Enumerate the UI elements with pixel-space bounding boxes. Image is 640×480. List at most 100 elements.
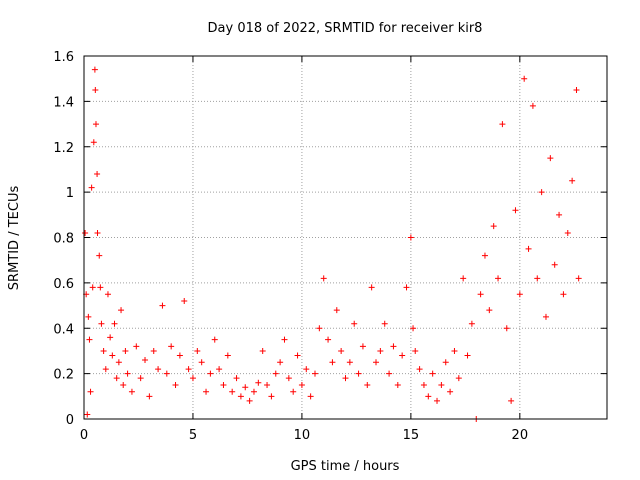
y-tick-label: 0.4 <box>53 322 74 337</box>
data-point <box>97 284 104 291</box>
data-point <box>521 75 528 82</box>
data-point <box>98 320 105 327</box>
data-point <box>333 307 340 314</box>
data-point <box>420 381 427 388</box>
data-point <box>564 229 571 236</box>
data-point <box>113 375 120 382</box>
data-point <box>82 229 89 236</box>
data-point <box>84 411 91 418</box>
data-point <box>486 307 493 314</box>
data-point <box>124 370 131 377</box>
data-point <box>176 352 183 359</box>
data-point <box>490 223 497 230</box>
data-point <box>547 155 554 162</box>
data-point <box>120 381 127 388</box>
data-point <box>224 352 231 359</box>
data-point <box>569 177 576 184</box>
data-point <box>407 234 414 241</box>
data-point <box>311 370 318 377</box>
data-point <box>403 284 410 291</box>
data-point <box>87 388 94 395</box>
data-point <box>89 284 96 291</box>
data-point <box>298 381 305 388</box>
data-point <box>207 370 214 377</box>
data-point <box>268 393 275 400</box>
data-point <box>512 207 519 214</box>
data-point <box>412 347 419 354</box>
data-point <box>359 343 366 350</box>
data-point <box>150 347 157 354</box>
data-point <box>246 397 253 404</box>
data-point <box>91 66 98 73</box>
data-point <box>133 343 140 350</box>
data-point <box>88 184 95 191</box>
data-point <box>118 307 125 314</box>
x-tick-label: 20 <box>512 428 529 443</box>
data-point <box>464 352 471 359</box>
data-point <box>250 388 257 395</box>
y-tick-label: 1.2 <box>53 141 74 156</box>
data-point <box>90 139 97 146</box>
data-point <box>551 261 558 268</box>
data-point <box>281 336 288 343</box>
data-point <box>516 291 523 298</box>
x-tick-label: 0 <box>80 428 88 443</box>
data-point <box>109 352 116 359</box>
data-point <box>211 336 218 343</box>
data-point <box>560 291 567 298</box>
data-point <box>303 366 310 373</box>
data-point <box>216 366 223 373</box>
data-point <box>503 325 510 332</box>
data-point <box>447 388 454 395</box>
x-tick-label: 5 <box>189 428 197 443</box>
data-point <box>429 370 436 377</box>
data-point <box>92 87 99 94</box>
data-point <box>94 229 101 236</box>
data-point <box>410 325 417 332</box>
data-point <box>185 366 192 373</box>
data-point <box>573 87 580 94</box>
data-point <box>229 388 236 395</box>
data-point <box>320 275 327 282</box>
data-point <box>100 347 107 354</box>
data-point <box>181 298 188 305</box>
data-point <box>542 313 549 320</box>
data-point <box>115 359 122 366</box>
data-point <box>92 121 99 128</box>
data-point <box>285 375 292 382</box>
y-tick-label: 1 <box>66 186 74 201</box>
y-tick-label: 1.6 <box>53 50 74 65</box>
data-point <box>468 320 475 327</box>
data-point <box>194 347 201 354</box>
data-point <box>237 393 244 400</box>
data-point <box>325 336 332 343</box>
data-point <box>307 393 314 400</box>
data-point <box>390 343 397 350</box>
data-point <box>85 313 92 320</box>
data-point <box>233 375 240 382</box>
data-point <box>534 275 541 282</box>
data-point <box>272 370 279 377</box>
data-point <box>111 320 118 327</box>
data-point <box>242 384 249 391</box>
data-point <box>338 347 345 354</box>
x-axis-label: GPS time / hours <box>291 459 400 474</box>
y-tick-label: 0.2 <box>53 368 74 383</box>
data-point <box>442 359 449 366</box>
data-point <box>416 366 423 373</box>
x-tick-label: 15 <box>403 428 420 443</box>
data-point <box>575 275 582 282</box>
data-point <box>451 347 458 354</box>
data-point <box>342 375 349 382</box>
data-point <box>122 347 129 354</box>
data-point <box>163 370 170 377</box>
data-point <box>499 121 506 128</box>
data-point <box>460 275 467 282</box>
data-point <box>386 370 393 377</box>
y-tick-label: 0.6 <box>53 277 74 292</box>
data-point <box>137 375 144 382</box>
x-tick-label: 10 <box>294 428 311 443</box>
data-point <box>529 102 536 109</box>
y-tick-label: 0.8 <box>53 232 74 247</box>
